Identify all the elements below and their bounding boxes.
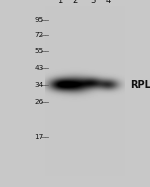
Text: 2: 2 <box>73 0 78 5</box>
Text: 26: 26 <box>34 99 44 105</box>
Text: 72: 72 <box>34 32 44 38</box>
Text: 95: 95 <box>34 17 44 23</box>
Text: 4: 4 <box>106 0 111 5</box>
Text: 55: 55 <box>34 48 44 54</box>
Text: 1: 1 <box>57 0 62 5</box>
Text: 3: 3 <box>90 0 95 5</box>
Text: 43: 43 <box>34 65 44 71</box>
Text: RPL7: RPL7 <box>130 80 150 90</box>
Text: 34: 34 <box>34 82 44 88</box>
Text: 17: 17 <box>34 134 44 140</box>
